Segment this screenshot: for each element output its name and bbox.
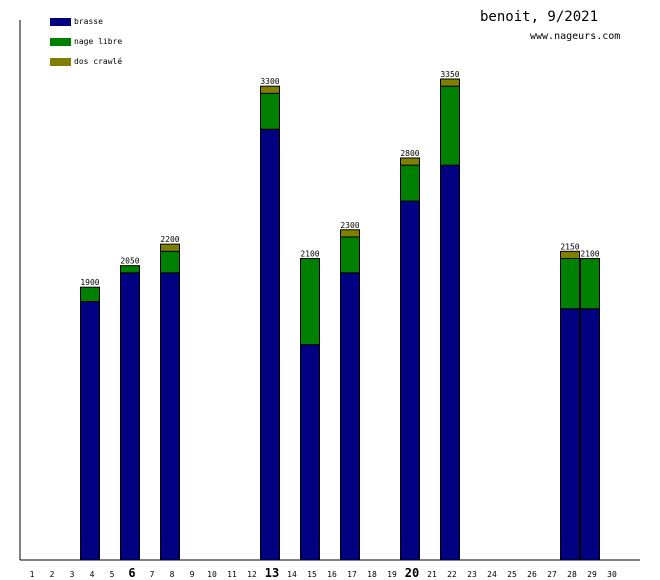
- bar-nage-libre-day-20: [400, 164, 420, 202]
- bar-nage-libre-day-28: [560, 257, 580, 310]
- bar-brasse-day-8: [160, 272, 180, 561]
- bar-nage-libre-day-4: [80, 286, 100, 303]
- bar-brasse-day-6: [120, 272, 140, 561]
- bar-dos-crawl--day-13: [260, 85, 280, 94]
- x-tick-label-1: 1: [30, 570, 35, 579]
- x-tick-label-9: 9: [190, 570, 195, 579]
- bar-brasse-day-17: [340, 272, 360, 561]
- bar-nage-libre-day-6: [120, 265, 140, 274]
- data-label-day-17: 2300: [340, 221, 359, 230]
- x-tick-label-26: 26: [527, 570, 537, 579]
- bar-brasse-day-28: [560, 308, 580, 561]
- bar-dos-crawl--day-28: [560, 250, 580, 259]
- x-tick-label-16: 16: [327, 570, 337, 579]
- x-tick-label-29: 29: [587, 570, 597, 579]
- x-tick-label-22: 22: [447, 570, 457, 579]
- x-tick-label-3: 3: [70, 570, 75, 579]
- x-tick-label-30: 30: [607, 570, 617, 579]
- x-tick-label-8: 8: [170, 570, 175, 579]
- bar-brasse-day-4: [80, 301, 100, 561]
- data-label-day-29: 2100: [580, 249, 599, 258]
- chart-title: benoit, 9/2021: [480, 9, 599, 25]
- bar-nage-libre-day-15: [300, 257, 320, 346]
- x-tick-label-2: 2: [50, 570, 55, 579]
- x-tick-label-23: 23: [467, 570, 477, 579]
- data-label-day-20: 2800: [400, 149, 419, 158]
- x-tick-label-14: 14: [287, 570, 297, 579]
- bar-nage-libre-day-17: [340, 236, 360, 274]
- legend-swatch: [50, 57, 71, 66]
- legend-swatch: [50, 17, 71, 26]
- bar-nage-libre-day-29: [580, 257, 600, 310]
- x-tick-label-11: 11: [227, 570, 237, 579]
- bar-dos-crawl--day-17: [340, 229, 360, 238]
- x-tick-label-17: 17: [347, 570, 357, 579]
- data-label-day-22: 3350: [440, 70, 459, 79]
- legend-item-brasse: brasse: [50, 17, 103, 26]
- bar-nage-libre-day-22: [440, 85, 460, 166]
- bar-dos-crawl--day-22: [440, 78, 460, 87]
- x-tick-label-25: 25: [507, 570, 517, 579]
- x-tick-label-4: 4: [90, 570, 95, 579]
- data-label-day-4: 1900: [80, 278, 99, 287]
- bar-brasse-day-20: [400, 200, 420, 561]
- x-tick-label-13: 13: [265, 566, 279, 580]
- data-label-day-13: 3300: [260, 77, 279, 86]
- legend-label: dos crawlé: [74, 57, 123, 66]
- bar-brasse-day-15: [300, 344, 320, 561]
- x-tick-label-5: 5: [110, 570, 115, 579]
- x-tick-label-28: 28: [567, 570, 577, 579]
- x-tick-label-15: 15: [307, 570, 317, 579]
- x-tick-label-10: 10: [207, 570, 217, 579]
- x-tick-label-18: 18: [367, 570, 377, 579]
- bar-nage-libre-day-8: [160, 250, 180, 274]
- x-tick-label-12: 12: [247, 570, 257, 579]
- x-tick-label-6: 6: [128, 566, 135, 580]
- legend-item-dos-crawle: dos crawlé: [50, 57, 122, 66]
- data-label-day-6: 2050: [120, 257, 139, 266]
- bar-brasse-day-13: [260, 128, 280, 561]
- bar-dos-crawl--day-8: [160, 243, 180, 252]
- x-tick-label-24: 24: [487, 570, 497, 579]
- x-tick-label-21: 21: [427, 570, 437, 579]
- bar-dos-crawl--day-20: [400, 157, 420, 166]
- bar-nage-libre-day-13: [260, 92, 280, 130]
- x-tick-label-20: 20: [405, 566, 419, 580]
- data-label-day-28: 2150: [560, 242, 579, 251]
- legend-label: nage libre: [74, 37, 123, 46]
- data-label-day-8: 2200: [160, 235, 179, 244]
- bar-brasse-day-22: [440, 164, 460, 561]
- x-tick-label-7: 7: [150, 570, 155, 579]
- legend-item-nage-libre: nage libre: [50, 37, 122, 46]
- legend-label: brasse: [74, 17, 103, 26]
- x-tick-label-19: 19: [387, 570, 397, 579]
- bar-brasse-day-29: [580, 308, 600, 561]
- data-label-day-15: 2100: [300, 249, 319, 258]
- chart-subtitle: www.nageurs.com: [530, 31, 621, 42]
- legend-swatch: [50, 37, 71, 46]
- x-tick-label-27: 27: [547, 570, 557, 579]
